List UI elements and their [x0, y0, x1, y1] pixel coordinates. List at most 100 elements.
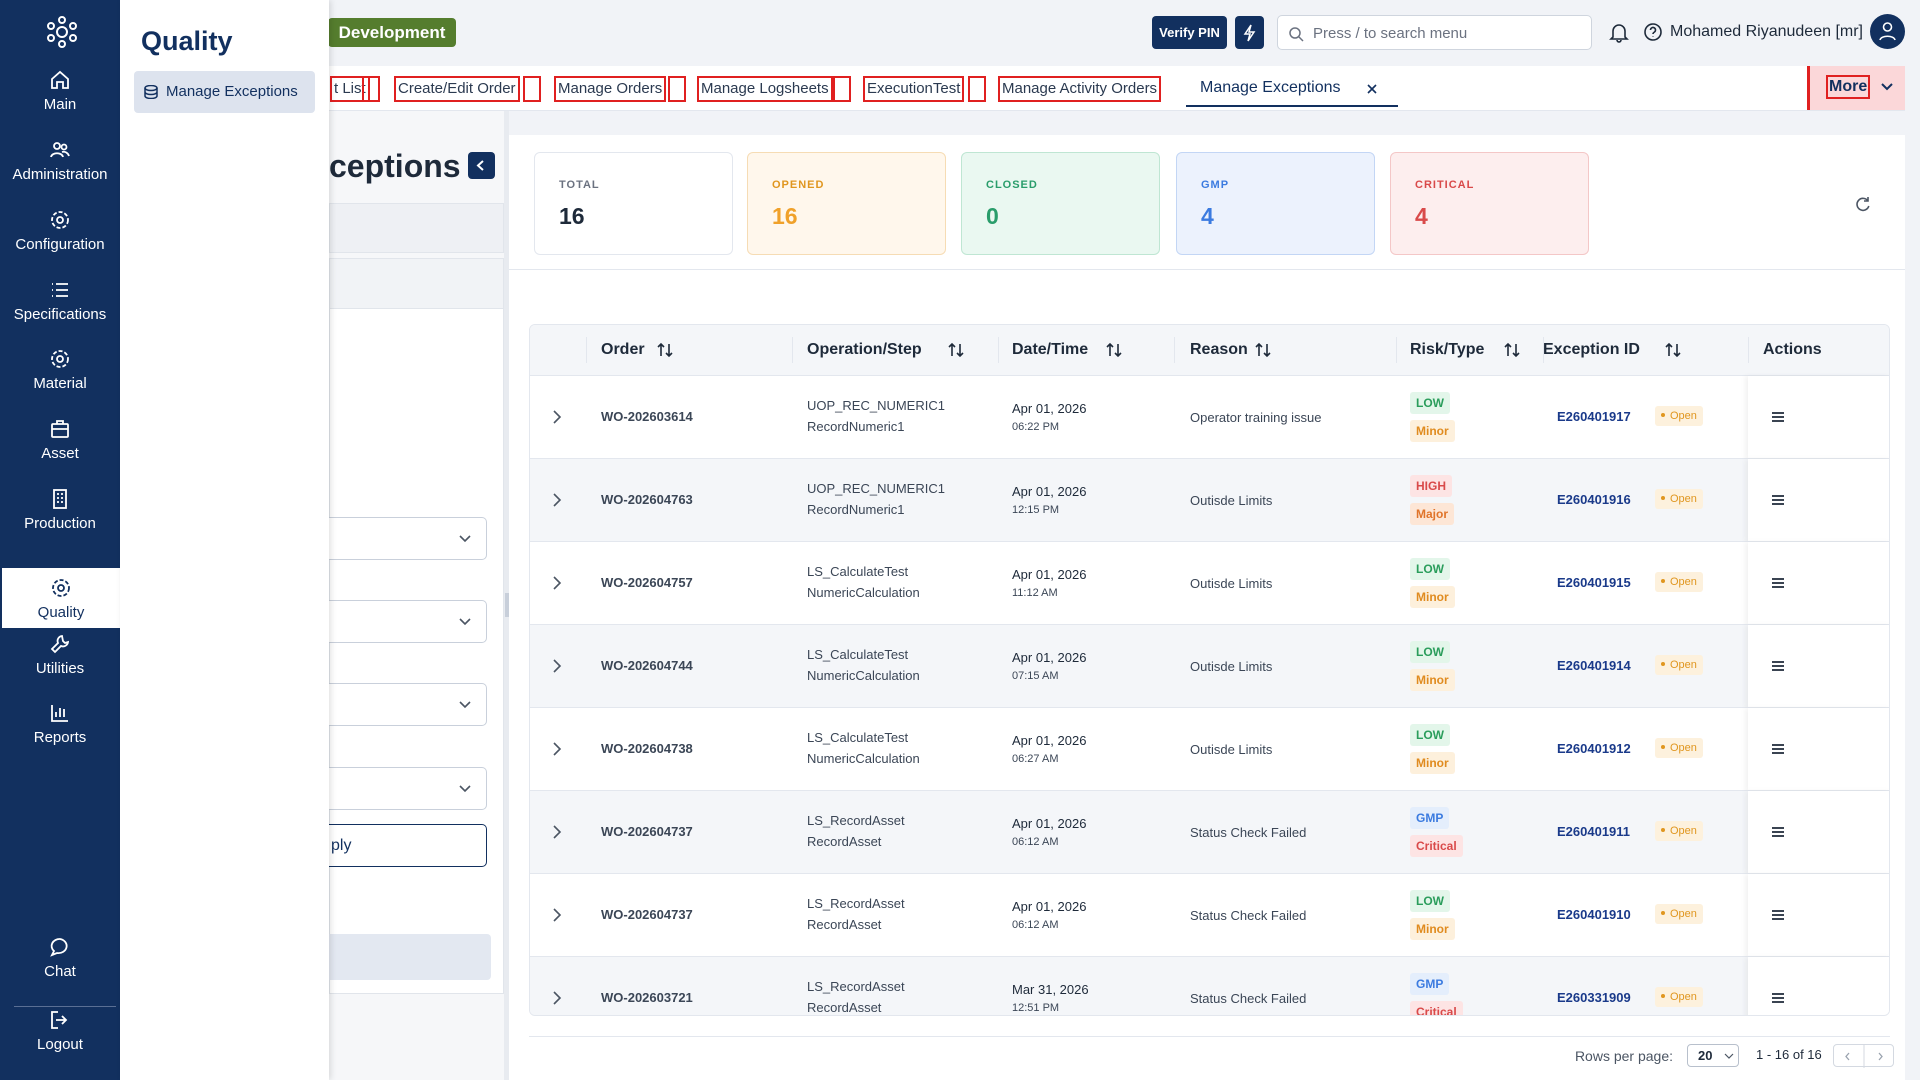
- exception-id[interactable]: E260401916: [1557, 492, 1631, 507]
- verify-pin-button[interactable]: Verify PIN: [1152, 16, 1227, 49]
- menu-icon[interactable]: [1770, 493, 1786, 512]
- stat-card: TOTAL 16: [534, 152, 733, 255]
- menu-icon[interactable]: [1770, 576, 1786, 595]
- operation: LS_CalculateTest: [807, 564, 909, 579]
- help-icon[interactable]: [1643, 22, 1663, 42]
- tab[interactable]: Create/Edit Order: [394, 76, 520, 102]
- filter-dropdown[interactable]: [329, 600, 487, 643]
- refresh-icon[interactable]: [1854, 195, 1872, 213]
- stat-value: 4: [1415, 203, 1428, 229]
- column-header[interactable]: Order: [601, 341, 645, 358]
- expand-icon[interactable]: [550, 741, 564, 762]
- menu-icon[interactable]: [1770, 908, 1786, 927]
- avatar[interactable]: [1870, 14, 1905, 49]
- nav-item[interactable]: Asset: [0, 417, 120, 477]
- sort-icon[interactable]: [947, 341, 965, 364]
- apply-button[interactable]: ply: [329, 824, 487, 867]
- nav-item[interactable]: Logout: [0, 1008, 120, 1068]
- expand-icon[interactable]: [550, 492, 564, 513]
- status-label: Open: [1670, 576, 1697, 588]
- column-header[interactable]: Risk/Type: [1410, 341, 1485, 358]
- sort-icon[interactable]: [1254, 341, 1272, 364]
- tab[interactable]: Manage Logsheets: [697, 76, 833, 102]
- nav-item[interactable]: Utilities: [0, 632, 120, 692]
- search-placeholder: Press / to search menu: [1313, 25, 1468, 42]
- more-button[interactable]: More: [1807, 66, 1905, 110]
- type-badge: Minor: [1410, 669, 1455, 691]
- tab-close[interactable]: [668, 76, 686, 102]
- menu-icon[interactable]: [1770, 825, 1786, 844]
- search-box[interactable]: Press / to search menu: [1277, 15, 1592, 50]
- status-badge: Open: [1655, 572, 1703, 592]
- nav-item[interactable]: Material: [0, 347, 120, 407]
- expand-icon[interactable]: [550, 824, 564, 845]
- tab[interactable]: ExecutionTest: [863, 76, 965, 102]
- operation: LS_RecordAsset: [807, 813, 905, 828]
- column-header[interactable]: Exception ID: [1543, 341, 1640, 358]
- exception-id[interactable]: E260331909: [1557, 990, 1631, 1005]
- stat-value: 4: [1201, 203, 1214, 229]
- column-header[interactable]: Operation/Step: [807, 341, 922, 358]
- pager[interactable]: [1833, 1044, 1894, 1068]
- close-icon[interactable]: [1365, 82, 1379, 96]
- collapse-button[interactable]: [468, 152, 495, 179]
- expand-icon[interactable]: [550, 409, 564, 430]
- expand-icon[interactable]: [550, 658, 564, 679]
- nav-label: Asset: [41, 445, 79, 462]
- sort-icon[interactable]: [1664, 341, 1682, 364]
- nav-item[interactable]: Main: [0, 68, 120, 128]
- tab-close[interactable]: [968, 76, 986, 102]
- icon: [144, 85, 158, 99]
- bell-icon[interactable]: [1608, 21, 1630, 43]
- nav-item[interactable]: Quality: [2, 568, 120, 628]
- tab[interactable]: Manage Orders: [554, 76, 667, 102]
- filter-dropdown[interactable]: [329, 683, 487, 726]
- sort-icon[interactable]: [656, 341, 674, 364]
- menu-icon[interactable]: [1770, 659, 1786, 678]
- column-header[interactable]: Reason: [1190, 341, 1248, 358]
- expand-icon[interactable]: [550, 575, 564, 596]
- nav-item[interactable]: Configuration: [0, 208, 120, 268]
- time: 06:12 AM: [1012, 836, 1059, 848]
- exception-id[interactable]: E260401917: [1557, 409, 1631, 424]
- status-label: Open: [1670, 908, 1697, 920]
- tab[interactable]: Manage Activity Orders: [998, 76, 1162, 102]
- sort-icon[interactable]: [1105, 341, 1123, 364]
- expand-icon[interactable]: [550, 907, 564, 928]
- exception-id[interactable]: E260401914: [1557, 658, 1631, 673]
- menu-icon[interactable]: [1770, 410, 1786, 429]
- exception-id[interactable]: E260401912: [1557, 741, 1631, 756]
- time: 12:51 PM: [1012, 1002, 1060, 1014]
- nav-item[interactable]: Production: [0, 487, 120, 547]
- tab-close[interactable]: [833, 76, 851, 102]
- exception-id[interactable]: E260401915: [1557, 575, 1631, 590]
- tab[interactable]: t List: [330, 76, 370, 102]
- nav-item[interactable]: Reports: [0, 701, 120, 761]
- menu-icon[interactable]: [1770, 742, 1786, 761]
- exception-id[interactable]: E260401911: [1557, 824, 1631, 839]
- tab-close[interactable]: [523, 76, 541, 102]
- filter-dropdown[interactable]: [329, 767, 487, 810]
- reset-button[interactable]: [329, 934, 491, 980]
- quick-button[interactable]: [1235, 16, 1264, 49]
- flyout-item[interactable]: Manage Exceptions: [134, 71, 315, 113]
- user-name[interactable]: Mohamed Riyanudeen [mr]: [1670, 23, 1863, 40]
- nav-item[interactable]: Specifications: [0, 278, 120, 338]
- sort-icon[interactable]: [1503, 341, 1521, 364]
- column-header[interactable]: Actions: [1763, 341, 1822, 358]
- status-label: Open: [1670, 825, 1697, 837]
- date: Apr 01, 2026: [1012, 650, 1087, 665]
- splitter-handle[interactable]: [505, 593, 509, 617]
- menu-icon[interactable]: [1770, 991, 1786, 1010]
- tab-close[interactable]: [362, 76, 380, 102]
- nav-item[interactable]: Chat: [0, 935, 120, 995]
- column-header[interactable]: Date/Time: [1012, 341, 1089, 358]
- filter-dropdown[interactable]: [329, 517, 487, 560]
- exception-id[interactable]: E260401910: [1557, 907, 1631, 922]
- page-size-select[interactable]: 20: [1687, 1044, 1739, 1067]
- nav-item[interactable]: Administration: [0, 138, 120, 198]
- filter-panel: [329, 111, 509, 1080]
- active-tab[interactable]: Manage Exceptions: [1186, 72, 1398, 107]
- expand-icon[interactable]: [550, 990, 564, 1011]
